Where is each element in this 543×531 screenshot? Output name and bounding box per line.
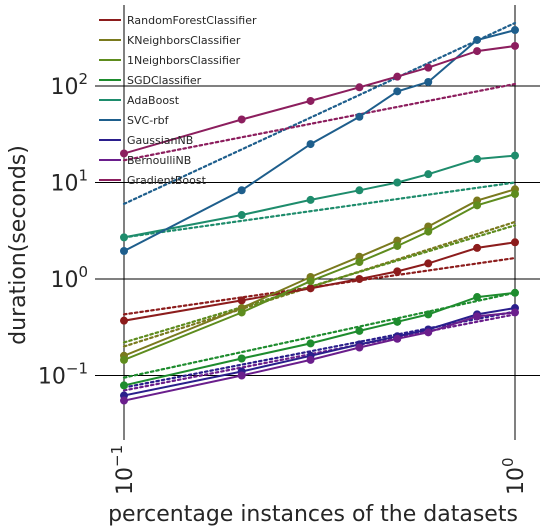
data-point-svc-rbf — [306, 140, 315, 149]
data-point-bernoullinb — [424, 328, 433, 337]
data-point-svc-rbf — [355, 112, 364, 121]
data-point-1neighborsclassifier — [424, 227, 433, 236]
series-line-adaboost — [123, 154, 516, 239]
data-point-gradientboost — [237, 115, 246, 124]
data-point-1neighborsclassifier — [393, 241, 402, 250]
data-point-sgdclassifier — [511, 288, 519, 297]
data-point-randomforestclassifier — [473, 243, 482, 252]
data-point-1neighborsclassifier — [306, 277, 315, 286]
data-point-svc-rbf — [473, 35, 482, 44]
trend-line-gaussiannb — [122, 310, 517, 389]
data-point-adaboost — [393, 178, 402, 187]
data-point-randomforestclassifier — [306, 284, 315, 293]
data-point-sgdclassifier — [306, 339, 315, 348]
data-point-gradientboost — [306, 96, 315, 105]
data-point-adaboost — [511, 151, 519, 160]
legend-label-kneighborsclassifier: KNeighborsClassifier — [127, 34, 241, 47]
data-point-randomforestclassifier — [393, 267, 402, 276]
data-point-adaboost — [237, 211, 246, 220]
data-point-adaboost — [473, 155, 482, 164]
data-point-sgdclassifier — [393, 317, 402, 326]
x-axis-label: percentage instances of the datasets — [108, 502, 518, 527]
series-lines — [123, 29, 516, 402]
data-point-sgdclassifier — [355, 326, 364, 335]
data-point-sgdclassifier — [473, 293, 482, 302]
legend-label-gaussiannb: GaussianNB — [127, 134, 193, 147]
legend-label-randomforestclassifier: RandomForestClassifier — [127, 14, 257, 27]
data-point-gradientboost — [120, 149, 128, 158]
data-point-adaboost — [355, 186, 364, 195]
data-point-svc-rbf — [120, 247, 128, 256]
y-axis-ticks: 10−1 100 101 102 — [38, 70, 88, 390]
legend-label-gradientboost: GradientBoost — [127, 174, 207, 187]
legend-label-1neighborsclassifier: 1NeighborsClassifier — [127, 54, 241, 67]
data-point-gradientboost — [511, 41, 519, 50]
trend-line-svc-rbf — [122, 21, 517, 206]
data-point-gradientboost — [424, 63, 433, 72]
series-line-gaussiannb — [123, 307, 516, 397]
data-point-svc-rbf — [424, 78, 433, 87]
legend: RandomForestClassifier KNeighborsClassifi… — [99, 14, 257, 187]
series-line-sgdclassifier — [123, 291, 516, 387]
trend-line-adaboost — [122, 181, 517, 239]
trend-line-1neighborsclassifier — [122, 224, 517, 344]
data-point-bernoullinb — [355, 343, 364, 352]
data-point-randomforestclassifier — [355, 275, 364, 283]
data-point-bernoullinb — [237, 371, 246, 380]
data-point-svc-rbf — [393, 87, 402, 96]
legend-label-svc-rbf: SVC-rbf — [127, 114, 170, 127]
grid-lines — [95, 5, 540, 440]
legend-label-bernoullinb: BernoulliNB — [127, 154, 191, 167]
data-point-bernoullinb — [306, 355, 315, 364]
data-point-randomforestclassifier — [237, 296, 246, 305]
data-point-bernoullinb — [473, 312, 482, 321]
series-line-gradientboost — [123, 45, 516, 155]
x-tick-label: 100 — [499, 457, 529, 495]
x-axis-ticks: 10−1 100 — [108, 445, 529, 495]
data-point-gradientboost — [473, 47, 482, 56]
series-line-1neighborsclassifier — [123, 193, 516, 361]
data-point-1neighborsclassifier — [473, 201, 482, 210]
y-tick-label: 100 — [50, 263, 88, 293]
y-axis-label: duration(seconds) — [6, 145, 31, 345]
x-tick-label: 10−1 — [108, 445, 138, 495]
legend-label-sgdclassifier: SGDClassifier — [127, 74, 202, 87]
data-point-adaboost — [120, 233, 128, 242]
data-point-1neighborsclassifier — [511, 190, 519, 199]
data-point-adaboost — [424, 170, 433, 179]
y-tick-label: 101 — [50, 167, 88, 197]
data-point-1neighborsclassifier — [355, 258, 364, 267]
data-point-sgdclassifier — [120, 381, 128, 390]
y-tick-label: 102 — [50, 70, 88, 100]
data-point-gradientboost — [355, 83, 364, 92]
data-point-1neighborsclassifier — [237, 308, 246, 317]
data-point-bernoullinb — [511, 308, 519, 317]
data-point-randomforestclassifier — [120, 316, 128, 325]
data-point-sgdclassifier — [424, 310, 433, 319]
series-line-randomforestclassifier — [123, 241, 516, 322]
series-line-kneighborsclassifier — [123, 188, 516, 357]
data-point-sgdclassifier — [237, 354, 246, 363]
y-tick-label: 10−1 — [38, 360, 88, 390]
data-point-gradientboost — [393, 72, 402, 81]
data-point-adaboost — [306, 195, 315, 204]
data-point-randomforestclassifier — [424, 259, 433, 268]
data-point-1neighborsclassifier — [120, 355, 128, 364]
data-points — [120, 26, 519, 405]
series-line-svc-rbf — [123, 29, 516, 252]
data-point-svc-rbf — [237, 186, 246, 195]
trend-line-bernoullinb — [122, 313, 517, 392]
data-point-svc-rbf — [511, 26, 519, 35]
data-point-randomforestclassifier — [511, 238, 519, 247]
trend-line-gradientboost — [122, 82, 517, 162]
legend-label-adaboost: AdaBoost — [127, 94, 180, 107]
series-line-bernoullinb — [123, 311, 516, 402]
data-point-bernoullinb — [120, 396, 128, 405]
data-point-bernoullinb — [393, 334, 402, 343]
